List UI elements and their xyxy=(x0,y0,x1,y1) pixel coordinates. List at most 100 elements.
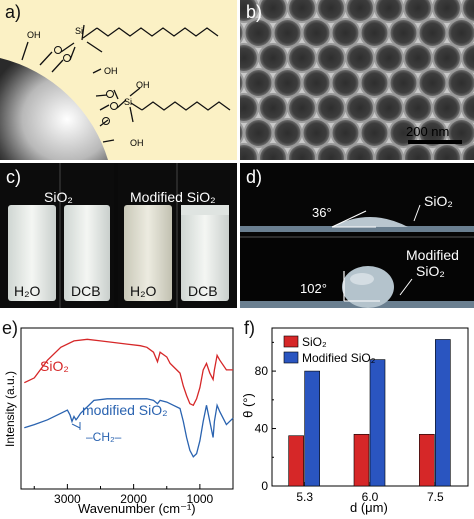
y-tick-label: 80 xyxy=(255,364,269,378)
scale-bar-label: 200 nm xyxy=(406,124,450,139)
nanoparticle xyxy=(434,95,460,121)
nanoparticle xyxy=(260,0,286,21)
nanoparticle xyxy=(347,0,373,21)
vial-label-h2o-1: H₂O xyxy=(14,283,41,299)
silicon-atom-2: Si xyxy=(124,97,132,107)
vial-photo xyxy=(0,163,237,308)
panel-e-label: e) xyxy=(2,318,19,338)
angle-modified: 102° xyxy=(300,281,327,296)
nanoparticle xyxy=(240,95,257,121)
vial-label-dcb-1: DCB xyxy=(71,283,101,299)
x-tick-label: 2000 xyxy=(120,492,147,506)
nanoparticle xyxy=(463,145,474,160)
panel-c-label: c) xyxy=(6,167,21,187)
nanoparticle xyxy=(347,145,373,160)
nanoparticle xyxy=(361,20,388,46)
hydroxyl-group-2: OH xyxy=(104,66,118,76)
ftir-label-sio2: SiO₂ xyxy=(40,358,69,374)
ftir-plot-frame xyxy=(20,327,234,490)
y-tick-label: 0 xyxy=(261,479,268,493)
nanoparticle xyxy=(347,95,373,121)
ftir-ylabel: Intensity (a.u.) xyxy=(3,370,17,448)
nanoparticle xyxy=(240,45,257,71)
panel-c-title-sio2: SiO₂ xyxy=(44,189,73,205)
vial-sio2-dcb xyxy=(64,205,110,301)
nanoparticle xyxy=(376,95,402,121)
nanoparticle xyxy=(245,20,272,46)
scale-bar xyxy=(408,140,462,144)
nanoparticle xyxy=(303,120,330,146)
nanoparticle xyxy=(274,20,301,46)
nanoparticle xyxy=(463,45,474,71)
bar-modified-sio2-5.3 xyxy=(304,370,320,487)
sample-modified-line1: Modified xyxy=(406,247,459,263)
nanoparticle xyxy=(405,95,431,121)
nanoparticle xyxy=(361,70,388,96)
legend-entry: Modified SiO₂ xyxy=(302,351,376,365)
nanoparticle xyxy=(332,70,359,96)
bar-sio2-7.5 xyxy=(419,433,435,487)
silica-sphere xyxy=(0,58,108,160)
vial-modified-water xyxy=(124,205,172,301)
tem-micrograph xyxy=(240,0,474,160)
nanoparticle xyxy=(376,0,402,21)
ftir-chart: 3000 2000 1000 xyxy=(20,327,234,506)
vial-modified-dcb xyxy=(181,205,229,301)
oxygen-atom xyxy=(102,117,110,125)
nanoparticle xyxy=(390,20,417,46)
hydroxyl-group-3: OH xyxy=(130,138,144,148)
contact-angle-photos xyxy=(240,163,474,308)
panel-d: d) 36° SiO₂ 102° Modified SiO₂ xyxy=(240,163,474,308)
silicon-atom-1: Si xyxy=(75,26,83,36)
oxygen-atom xyxy=(106,90,114,98)
panel-b-label: b) xyxy=(246,2,263,22)
nanoparticle xyxy=(419,120,446,146)
vial-sio2-water xyxy=(8,205,56,301)
nanoparticle xyxy=(245,120,272,146)
x-tick-label: 7.5 xyxy=(427,490,444,504)
nanoparticle xyxy=(332,120,359,146)
nanoparticle xyxy=(405,45,431,71)
panel-e: 3000 2000 1000 e) SiO₂ modified SiO₂ –CH₂–… xyxy=(0,318,240,519)
nanoparticle xyxy=(347,45,373,71)
droplet-modified xyxy=(342,266,394,308)
nanoparticle xyxy=(245,70,272,96)
nanoparticle xyxy=(240,25,243,41)
ftir-annotation-ch2: –CH₂– xyxy=(86,430,122,444)
annotation-arrow-1 xyxy=(71,423,81,429)
panel-a: OH Si OH Si OH OH a) xyxy=(0,0,237,160)
panel-c-title-modified: Modified SiO₂ xyxy=(130,189,216,205)
hydroxyl-group-4: OH xyxy=(136,80,150,90)
nanoparticle xyxy=(260,45,286,71)
nanoparticle xyxy=(260,145,286,160)
vial-label-h2o-2: H₂O xyxy=(130,283,157,299)
nanoparticle xyxy=(390,120,417,146)
nanoparticle xyxy=(240,75,243,91)
bar-ylabel: θ (°) xyxy=(240,393,256,418)
x-tick-label: 3000 xyxy=(54,492,81,506)
nanoparticle xyxy=(448,70,474,96)
substrate-top xyxy=(240,226,474,232)
nanoparticle xyxy=(463,0,474,21)
legend-swatch xyxy=(283,335,299,348)
nanoparticle xyxy=(289,145,315,160)
sample-modified-line2: SiO₂ xyxy=(416,263,445,279)
bar-sio2-6.0 xyxy=(353,433,370,487)
nanoparticle xyxy=(240,125,243,141)
y-tick-label: 40 xyxy=(255,422,269,436)
x-tick-label: 5.3 xyxy=(296,490,313,504)
nanoparticle xyxy=(289,95,315,121)
nanoparticle xyxy=(318,95,344,121)
x-tick-label: 1000 xyxy=(187,492,214,506)
bar-modified-sio2-6.0 xyxy=(369,359,386,487)
bar-sio2-5.3 xyxy=(288,435,304,487)
oxygen-atom xyxy=(63,54,71,62)
nanoparticle xyxy=(318,145,344,160)
nanoparticle xyxy=(303,70,330,96)
hydroxyl-group-1: OH xyxy=(27,30,41,40)
panel-c: c) SiO₂ Modified SiO₂ H₂O DCB H₂O DCB xyxy=(0,163,237,308)
nanoparticle xyxy=(405,0,431,21)
nanoparticle xyxy=(434,0,460,21)
droplet-sio2 xyxy=(332,217,408,227)
bar-modified-sio2-7.5 xyxy=(435,339,451,487)
